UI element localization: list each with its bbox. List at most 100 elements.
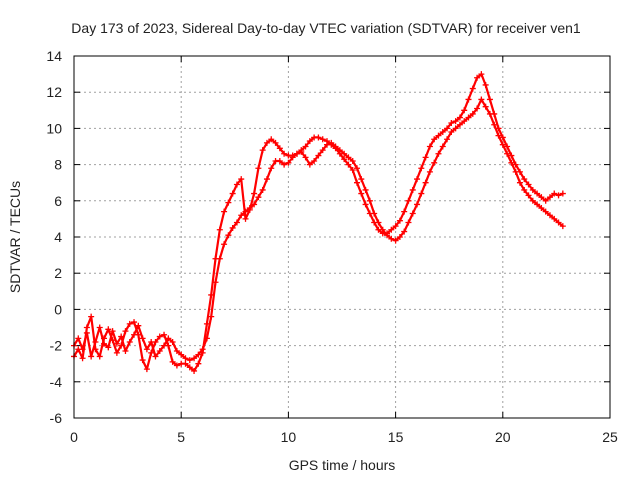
data-point: [401, 228, 408, 235]
data-point: [431, 159, 438, 166]
data-point: [478, 96, 485, 103]
data-point: [315, 134, 322, 141]
data-point: [401, 208, 408, 215]
y-tick-label: 2: [54, 265, 62, 281]
data-point: [96, 353, 103, 360]
data-point: [255, 165, 262, 172]
data-point: [178, 351, 185, 358]
data-point: [396, 234, 403, 240]
data-point: [143, 346, 150, 353]
data-point: [173, 348, 180, 355]
data-point: [289, 152, 296, 159]
data-point: [465, 114, 472, 121]
x-axis-label: GPS time / hours: [289, 457, 396, 473]
data-point: [165, 342, 172, 349]
data-point: [486, 96, 493, 103]
data-point: [409, 186, 416, 193]
y-tick-label: -2: [50, 338, 63, 354]
data-point: [169, 358, 176, 365]
data-point: [298, 147, 305, 154]
data-point: [216, 226, 223, 233]
data-point: [126, 320, 133, 327]
data-point: [448, 129, 455, 136]
data-point: [302, 143, 309, 150]
data-point: [414, 176, 421, 183]
data-point: [238, 176, 245, 183]
data-point: [203, 320, 210, 327]
data-point: [229, 224, 236, 231]
data-point: [191, 367, 198, 374]
data-point: [101, 335, 108, 342]
data-point: [456, 121, 463, 128]
data-point: [388, 235, 395, 242]
y-tick-label: 0: [54, 301, 62, 317]
data-point: [384, 230, 391, 237]
data-point: [263, 139, 270, 146]
data-point: [508, 152, 515, 159]
data-point: [499, 141, 506, 148]
data-point: [319, 136, 326, 143]
data-point: [534, 201, 541, 208]
data-point: [559, 190, 566, 197]
data-point: [96, 324, 103, 331]
data-point: [349, 167, 356, 174]
data-point: [551, 190, 558, 197]
data-point: [268, 165, 275, 172]
data-point: [251, 190, 258, 197]
data-point: [392, 237, 399, 244]
data-point: [173, 362, 180, 369]
data-point: [156, 333, 163, 340]
data-point: [302, 154, 309, 161]
data-point: [122, 328, 129, 335]
data-point: [474, 105, 481, 112]
data-point: [461, 107, 468, 114]
data-point: [156, 348, 163, 355]
data-point: [113, 349, 120, 356]
data-point: [88, 313, 95, 320]
data-point: [521, 186, 528, 193]
data-point: [538, 205, 545, 212]
data-point: [546, 212, 553, 219]
data-point: [504, 150, 511, 157]
data-point: [396, 217, 403, 224]
data-point: [345, 154, 352, 161]
data-point: [559, 223, 566, 230]
data-point: [542, 208, 549, 215]
data-point: [169, 338, 176, 345]
data-point: [336, 150, 343, 157]
data-point: [418, 165, 425, 172]
data-point: [371, 219, 378, 226]
chart-title: Day 173 of 2023, Sidereal Day-to-day VTE…: [71, 20, 581, 36]
series-layer: [71, 71, 566, 374]
data-point: [435, 132, 442, 139]
data-point: [426, 168, 433, 175]
data-point: [555, 219, 562, 226]
x-tick-label: 20: [495, 429, 511, 445]
data-point: [354, 165, 361, 172]
data-series: [71, 71, 566, 374]
data-point: [182, 355, 189, 362]
data-point: [311, 157, 318, 164]
data-point: [358, 190, 365, 197]
data-point: [268, 136, 275, 143]
data-point: [212, 255, 219, 262]
data-point: [75, 346, 82, 353]
data-point: [259, 186, 266, 193]
data-point: [474, 74, 481, 81]
data-point: [392, 223, 399, 230]
data-point: [426, 143, 433, 150]
y-tick-label: 10: [46, 120, 62, 136]
data-point: [358, 176, 365, 183]
data-point: [375, 226, 382, 233]
data-point: [328, 141, 335, 148]
data-point: [225, 232, 232, 239]
data-point: [431, 136, 438, 143]
data-point: [83, 324, 90, 331]
data-point: [469, 110, 476, 117]
data-point: [109, 328, 116, 335]
data-point: [229, 190, 236, 197]
data-point: [349, 157, 356, 164]
data-point: [186, 364, 193, 371]
data-point: [362, 201, 369, 208]
